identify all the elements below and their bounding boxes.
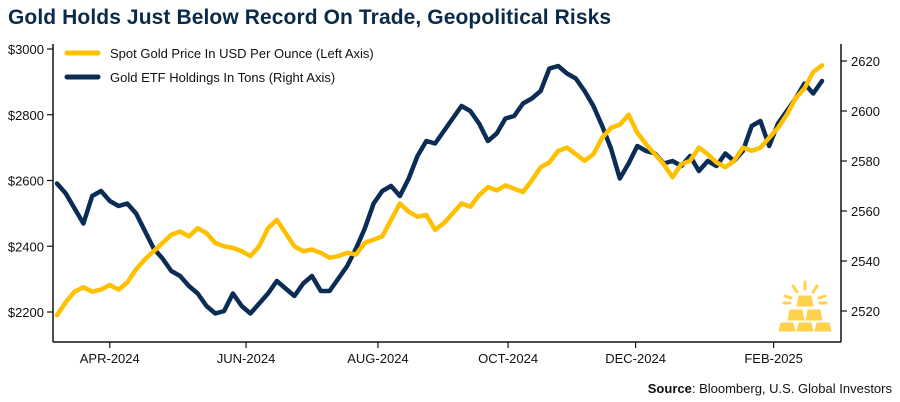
x-tick-label: FEB-2025	[744, 351, 803, 366]
etf-series-line	[54, 63, 825, 316]
right-tick-label: 2580	[851, 154, 880, 169]
source-label: Source	[647, 381, 692, 396]
x-tick-label: AUG-2024	[347, 351, 408, 366]
left-tick-label: $2400	[8, 239, 44, 254]
legend: Spot Gold Price In USD Per Ounce (Left A…	[64, 46, 374, 85]
x-tick-label: DEC-2024	[605, 351, 666, 366]
gold-price-series-line	[54, 63, 825, 318]
source-note: Source: Bloomberg, U.S. Global Investors	[648, 381, 892, 396]
x-tick-label: JUN-2024	[217, 351, 276, 366]
chart-title: Gold Holds Just Below Record On Trade, G…	[8, 6, 612, 29]
legend-label-gold: Spot Gold Price In USD Per Ounce (Left A…	[110, 46, 374, 61]
left-tick-label: $2600	[8, 174, 44, 189]
right-ticks: 2520 2540 2560 2580 2600 2620	[841, 54, 880, 319]
x-tick-label: APR-2024	[80, 351, 140, 366]
left-tick-label: $3000	[8, 42, 44, 57]
right-tick-label: 2600	[851, 104, 880, 119]
right-tick-label: 2520	[851, 304, 880, 319]
gold-bars-icon	[778, 280, 832, 332]
right-tick-label: 2620	[851, 54, 880, 69]
x-tick-label: OCT-2024	[478, 351, 538, 366]
left-tick-label: $2800	[8, 108, 44, 123]
left-tick-label: $2200	[8, 305, 44, 320]
right-tick-label: 2540	[851, 254, 880, 269]
left-ticks: $2200 $2400 $2600 $2800 $3000	[8, 42, 53, 320]
source-text: : Bloomberg, U.S. Global Investors	[691, 381, 892, 396]
legend-label-etf: Gold ETF Holdings In Tons (Right Axis)	[110, 70, 335, 85]
right-tick-label: 2560	[851, 204, 880, 219]
x-ticks: APR-2024 JUN-2024 AUG-2024 OCT-2024 DEC-2024…	[80, 342, 803, 366]
